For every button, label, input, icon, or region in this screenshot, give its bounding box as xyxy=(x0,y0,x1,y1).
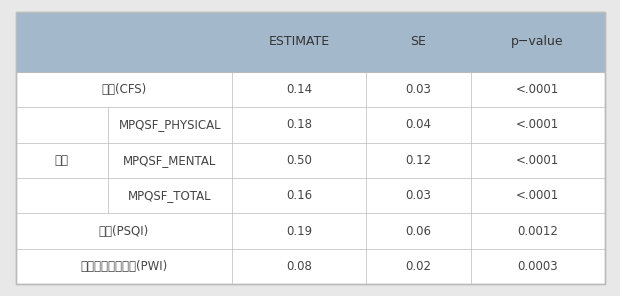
Text: 사회심리스트레스(PWI): 사회심리스트레스(PWI) xyxy=(80,260,167,273)
Text: MPQSF_TOTAL: MPQSF_TOTAL xyxy=(128,189,211,202)
Text: 0.04: 0.04 xyxy=(405,118,432,131)
Text: 0.14: 0.14 xyxy=(286,83,312,96)
Text: 0.12: 0.12 xyxy=(405,154,432,167)
Text: 0.02: 0.02 xyxy=(405,260,432,273)
Text: 0.16: 0.16 xyxy=(286,189,312,202)
Text: ESTIMATE: ESTIMATE xyxy=(268,35,329,48)
Text: 0.03: 0.03 xyxy=(405,189,431,202)
Text: MPQSF_MENTAL: MPQSF_MENTAL xyxy=(123,154,216,167)
Text: 통증: 통증 xyxy=(55,154,69,167)
Text: 0.0012: 0.0012 xyxy=(517,225,558,238)
Text: MPQSF_PHYSICAL: MPQSF_PHYSICAL xyxy=(118,118,221,131)
Text: 0.50: 0.50 xyxy=(286,154,312,167)
Text: 수면(PSQI): 수면(PSQI) xyxy=(99,225,149,238)
Text: 피로(CFS): 피로(CFS) xyxy=(101,83,146,96)
Text: 0.0003: 0.0003 xyxy=(517,260,558,273)
Text: p−value: p−value xyxy=(512,35,564,48)
Text: <.0001: <.0001 xyxy=(516,118,559,131)
Text: 0.03: 0.03 xyxy=(405,83,431,96)
Text: <.0001: <.0001 xyxy=(516,154,559,167)
Text: <.0001: <.0001 xyxy=(516,83,559,96)
Text: 0.19: 0.19 xyxy=(286,225,312,238)
Text: 0.18: 0.18 xyxy=(286,118,312,131)
Text: <.0001: <.0001 xyxy=(516,189,559,202)
Bar xyxy=(16,12,604,72)
Text: 0.06: 0.06 xyxy=(405,225,432,238)
Text: SE: SE xyxy=(410,35,426,48)
Text: 0.08: 0.08 xyxy=(286,260,312,273)
